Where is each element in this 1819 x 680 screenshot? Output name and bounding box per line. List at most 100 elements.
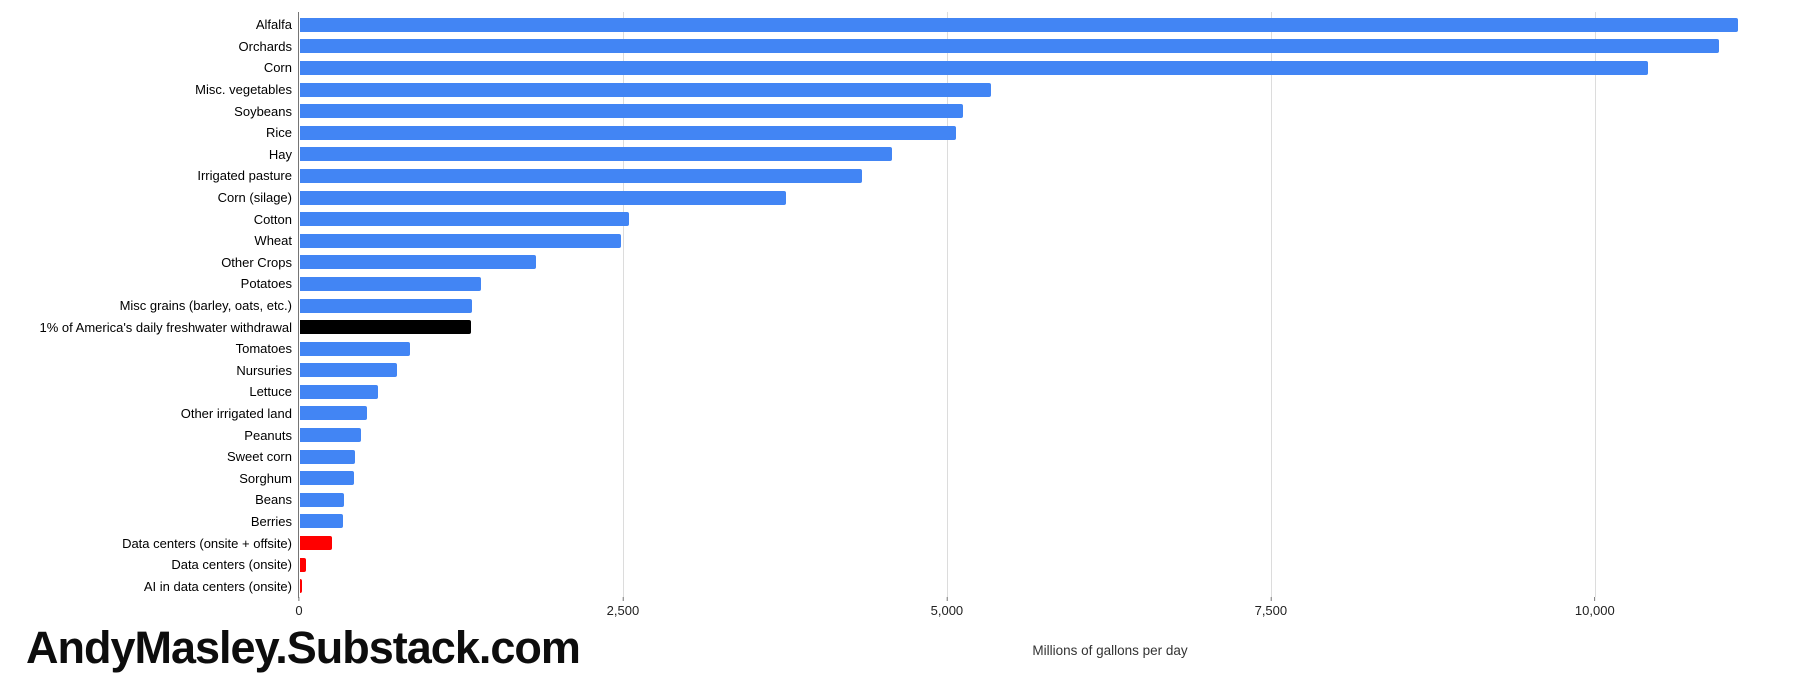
bar-track: [299, 39, 1819, 54]
bar-track: [299, 406, 1819, 421]
bar-row: Corn (silage): [0, 187, 1819, 209]
bar-row: Alfalfa: [0, 14, 1819, 36]
bar-row: Data centers (onsite + offsite): [0, 532, 1819, 554]
category-label: Potatoes: [240, 276, 292, 292]
bar: [300, 579, 303, 594]
bar-row: Cotton: [0, 208, 1819, 230]
bar: [300, 212, 630, 227]
category-label: Misc. vegetables: [195, 82, 292, 98]
bar-row: Data centers (onsite): [0, 554, 1819, 576]
category-label: Data centers (onsite + offsite): [122, 535, 292, 551]
bar-row: Orchards: [0, 36, 1819, 58]
bar-row: Rice: [0, 122, 1819, 144]
bar: [300, 406, 367, 421]
bar-row: 1% of America's daily freshwater withdra…: [0, 316, 1819, 338]
tick-label: 2,500: [606, 603, 640, 618]
bar: [300, 514, 343, 529]
x-axis-tick: 2,500: [606, 597, 640, 618]
watermark-text: AndyMasley.Substack.com: [26, 622, 581, 673]
category-label: Beans: [255, 492, 292, 508]
x-axis-ticks: 0 2,500 5,000 7,500 10,000: [295, 597, 1819, 627]
category-label: Soybeans: [234, 103, 292, 119]
bar-track: [299, 428, 1819, 443]
bar-track: [299, 341, 1819, 356]
bar: [300, 168, 863, 183]
bar-track: [299, 17, 1819, 32]
bar-row: Sorghum: [0, 467, 1819, 489]
bar: [300, 82, 991, 97]
bar: [300, 320, 472, 335]
bar: [300, 557, 307, 572]
category-label: Misc grains (barley, oats, etc.): [119, 298, 292, 314]
bar: [300, 276, 482, 291]
category-label: Wheat: [254, 233, 292, 249]
bar-track: [299, 579, 1819, 594]
bar-track: [299, 212, 1819, 227]
bar-row: Sweet corn: [0, 446, 1819, 468]
bar-track: [299, 233, 1819, 248]
bar-row: Other irrigated land: [0, 403, 1819, 425]
category-label: Data centers (onsite): [171, 557, 292, 573]
category-label: Corn: [263, 60, 292, 76]
bar-row: Lettuce: [0, 381, 1819, 403]
bar: [300, 384, 378, 399]
bar: [300, 104, 964, 119]
gridline: [622, 12, 624, 597]
bar: [300, 60, 1648, 75]
bar-track: [299, 255, 1819, 270]
bar: [300, 190, 786, 205]
category-label: Cotton: [253, 211, 292, 227]
bar: [300, 341, 411, 356]
bar-row: Misc. vegetables: [0, 79, 1819, 101]
bar-track: [299, 276, 1819, 291]
bar-track: [299, 190, 1819, 205]
category-label: Tomatoes: [235, 341, 292, 357]
bar: [300, 449, 356, 464]
bar-track: [299, 384, 1819, 399]
bar-track: [299, 492, 1819, 507]
bar-row: Beans: [0, 489, 1819, 511]
bar-track: [299, 60, 1819, 75]
tick-mark: [622, 597, 624, 601]
category-label: Berries: [250, 513, 292, 529]
x-axis-title: Millions of gallons per day: [1032, 643, 1188, 658]
tick-label: 10,000: [1574, 603, 1615, 618]
tick-mark: [1270, 597, 1272, 601]
tick-mark: [1594, 597, 1596, 601]
bar-track: [299, 449, 1819, 464]
category-label: Nursuries: [236, 362, 292, 378]
chart-rows: Alfalfa Orchards Corn Misc. vegetables S…: [0, 14, 1819, 597]
tick-mark: [946, 597, 948, 601]
x-axis-tick: 0: [295, 597, 303, 618]
bar: [300, 233, 622, 248]
bar-row: AI in data centers (onsite): [0, 575, 1819, 597]
bar-row: Wheat: [0, 230, 1819, 252]
bar: [300, 428, 361, 443]
tick-mark: [298, 597, 300, 601]
bar: [300, 363, 398, 378]
bar-track: [299, 471, 1819, 486]
bar: [300, 492, 345, 507]
tick-label: 7,500: [1254, 603, 1288, 618]
bar-track: [299, 557, 1819, 572]
bar: [300, 255, 536, 270]
bar: [300, 17, 1739, 32]
y-axis-line: [298, 12, 299, 598]
bar-track: [299, 82, 1819, 97]
bar-row: Irrigated pasture: [0, 165, 1819, 187]
bar-track: [299, 536, 1819, 551]
bar-row: Corn: [0, 57, 1819, 79]
bar-row: Tomatoes: [0, 338, 1819, 360]
gridline: [946, 12, 948, 597]
bar: [300, 536, 333, 551]
category-label: AI in data centers (onsite): [143, 578, 292, 594]
category-label: Sorghum: [239, 470, 292, 486]
x-axis-tick: 5,000: [931, 597, 963, 618]
bar-track: [299, 168, 1819, 183]
bar: [300, 125, 956, 140]
category-label: Corn (silage): [217, 190, 292, 206]
bar-row: Misc grains (barley, oats, etc.): [0, 295, 1819, 317]
category-label: Sweet corn: [226, 449, 292, 465]
bar-row: Hay: [0, 144, 1819, 166]
